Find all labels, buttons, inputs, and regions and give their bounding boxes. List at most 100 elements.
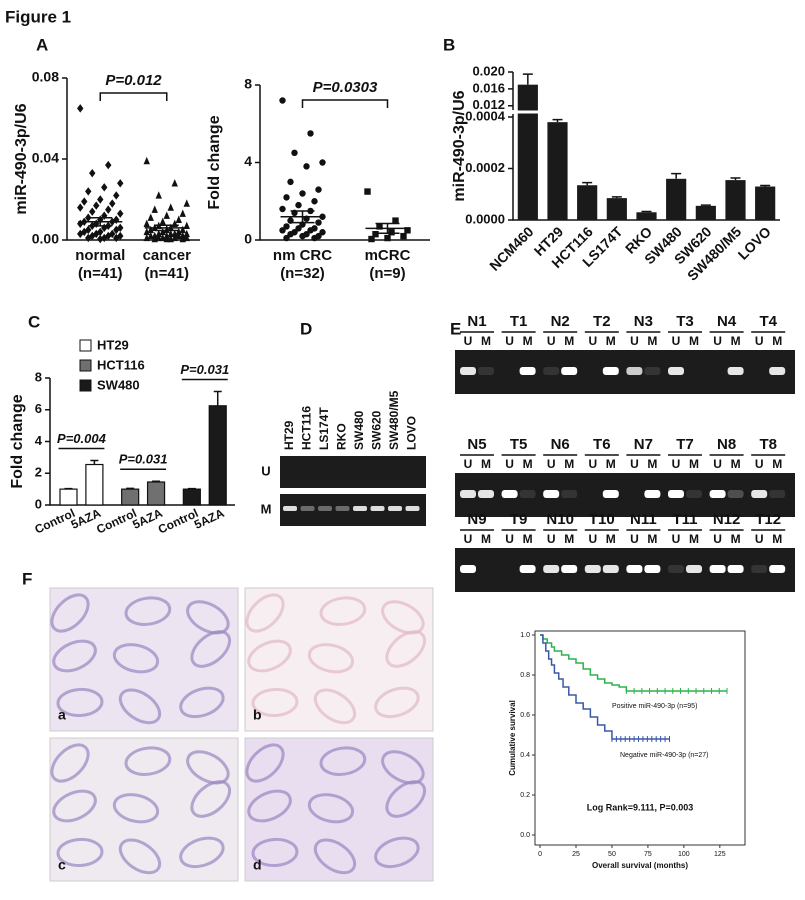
lane-label: U xyxy=(464,457,473,471)
bar xyxy=(606,198,627,220)
bar xyxy=(182,488,201,506)
dot xyxy=(183,199,190,207)
gel-band xyxy=(561,490,578,498)
lane-label: LS174T xyxy=(317,407,331,450)
tissue-structure xyxy=(52,639,97,673)
lane-label: M xyxy=(481,457,491,471)
x-tick-label: (n=9) xyxy=(369,265,405,282)
tissue-structure xyxy=(190,630,232,668)
dot xyxy=(143,227,150,236)
lane-label: U xyxy=(588,457,597,471)
dot xyxy=(113,233,120,243)
error-bar xyxy=(611,196,622,199)
lane-label: M xyxy=(523,532,533,546)
tissue-structure xyxy=(245,593,285,633)
dot xyxy=(155,229,162,238)
dot xyxy=(372,230,379,238)
x-tick-label: (n=32) xyxy=(280,265,325,282)
dot xyxy=(279,205,286,213)
y-tick-label: 0.0 xyxy=(520,832,530,839)
panel-label: E xyxy=(450,319,461,338)
error-bar xyxy=(700,204,711,206)
y-axis-label: miR-490-3p/U6 xyxy=(13,103,30,214)
lane-label: U xyxy=(547,532,556,546)
y-axis-label: Fold change xyxy=(206,115,223,209)
lane-label: U xyxy=(672,334,681,348)
sample-label: N11 xyxy=(630,511,657,528)
dot xyxy=(147,225,154,234)
dot xyxy=(299,190,306,197)
legend-label: HT29 xyxy=(97,337,129,352)
gel-band xyxy=(626,367,643,375)
tissue-structure xyxy=(245,743,285,783)
dot xyxy=(163,211,170,219)
gel-band xyxy=(519,565,536,573)
error-bar xyxy=(582,181,593,186)
lane-label: M xyxy=(523,334,533,348)
tissue-structure xyxy=(179,836,225,869)
sem-bar xyxy=(88,216,113,227)
x-tick-label: NCM460 xyxy=(486,223,537,274)
lane-label: RKO xyxy=(335,423,349,450)
x-tick-label: 125 xyxy=(714,851,726,858)
dot xyxy=(105,205,112,214)
image-label: b xyxy=(253,707,262,723)
x-tick-label: 100 xyxy=(678,851,690,858)
lane-label: M xyxy=(772,532,782,546)
plot-frame xyxy=(534,630,746,846)
survival-curve xyxy=(540,634,728,692)
sample-label: N8 xyxy=(717,436,736,453)
tissue-structure xyxy=(307,793,355,824)
histology-image xyxy=(244,737,434,882)
dot xyxy=(77,229,84,239)
gel-band xyxy=(543,367,560,375)
dot xyxy=(295,201,302,209)
dot xyxy=(384,234,391,242)
lane-label: M xyxy=(481,532,491,546)
tissue-structure xyxy=(307,643,355,674)
tissue-structure xyxy=(56,687,104,718)
y-axis-label: miR-490-3p/U6 xyxy=(451,90,468,201)
y-tick-label: 0.012 xyxy=(472,97,505,112)
error-bar xyxy=(213,390,222,406)
gel-band xyxy=(668,565,684,573)
bracket xyxy=(99,92,168,101)
gel-band xyxy=(727,490,744,498)
panel-label: D xyxy=(300,319,312,338)
dot xyxy=(287,178,294,186)
gel-band xyxy=(318,506,332,511)
error-bar xyxy=(90,459,99,465)
dot xyxy=(147,231,154,240)
lane-label: SW620 xyxy=(370,410,384,450)
lane-label: M xyxy=(564,334,574,348)
gel-band xyxy=(668,367,684,375)
tissue-structure xyxy=(319,596,367,626)
tissue-structure xyxy=(319,746,367,776)
dot xyxy=(151,234,158,243)
gel-band xyxy=(602,367,619,375)
gel-band xyxy=(501,490,518,498)
dot xyxy=(101,233,108,243)
dot xyxy=(388,229,395,236)
lane-label: M xyxy=(606,457,616,471)
dot xyxy=(97,234,104,244)
dot xyxy=(113,225,120,235)
dot xyxy=(85,233,92,243)
lane-label: M xyxy=(772,457,782,471)
lane-label: M xyxy=(647,457,657,471)
bar xyxy=(146,481,166,506)
lane-label: U xyxy=(672,457,681,471)
legend-swatch xyxy=(79,359,92,372)
dot xyxy=(175,215,182,223)
tissue-structure xyxy=(247,789,292,823)
panel-label: A xyxy=(36,35,48,54)
annotation: P=0.0303 xyxy=(313,79,378,96)
dot xyxy=(283,234,290,242)
y-tick-label: 1.0 xyxy=(520,632,530,639)
dot xyxy=(89,168,96,178)
gel-band xyxy=(626,565,643,573)
dot xyxy=(113,191,120,200)
dot xyxy=(404,227,411,234)
dot xyxy=(364,188,371,195)
